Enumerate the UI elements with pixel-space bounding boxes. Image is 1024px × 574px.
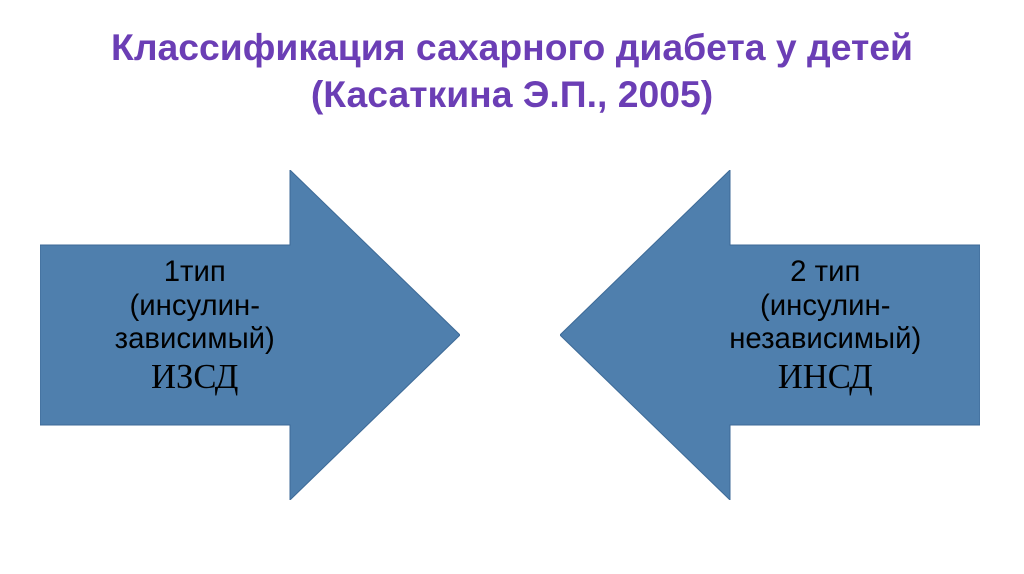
- title-line-1: Классификация сахарного диабета у детей: [111, 26, 913, 68]
- arrow-right-line1: 2 тип: [671, 255, 981, 289]
- arrow-right-label: 2 тип (инсулин- независимый) ИНСД: [671, 255, 981, 415]
- diagram-area: 1тип (инсулин- зависимый) ИЗСД 2 тип (ин…: [0, 170, 1024, 530]
- title-line-2: (Касаткина Э.П., 2005): [311, 73, 713, 115]
- arrow-left-line1: 1тип: [40, 255, 350, 289]
- arrow-left-label: 1тип (инсулин- зависимый) ИЗСД: [40, 255, 350, 415]
- arrow-left-line2: (инсулин-: [40, 289, 350, 323]
- arrow-right-abbr: ИНСД: [671, 358, 981, 398]
- arrow-right-line2: (инсулин-: [671, 289, 981, 323]
- arrow-right: 2 тип (инсулин- независимый) ИНСД: [560, 170, 980, 500]
- arrow-left: 1тип (инсулин- зависимый) ИЗСД: [40, 170, 460, 500]
- slide-title: Классификация сахарного диабета у детей …: [0, 24, 1024, 117]
- arrow-right-line3: независимый): [671, 322, 981, 356]
- arrow-left-line3: зависимый): [40, 322, 350, 356]
- slide: Классификация сахарного диабета у детей …: [0, 0, 1024, 574]
- arrow-left-abbr: ИЗСД: [40, 358, 350, 398]
